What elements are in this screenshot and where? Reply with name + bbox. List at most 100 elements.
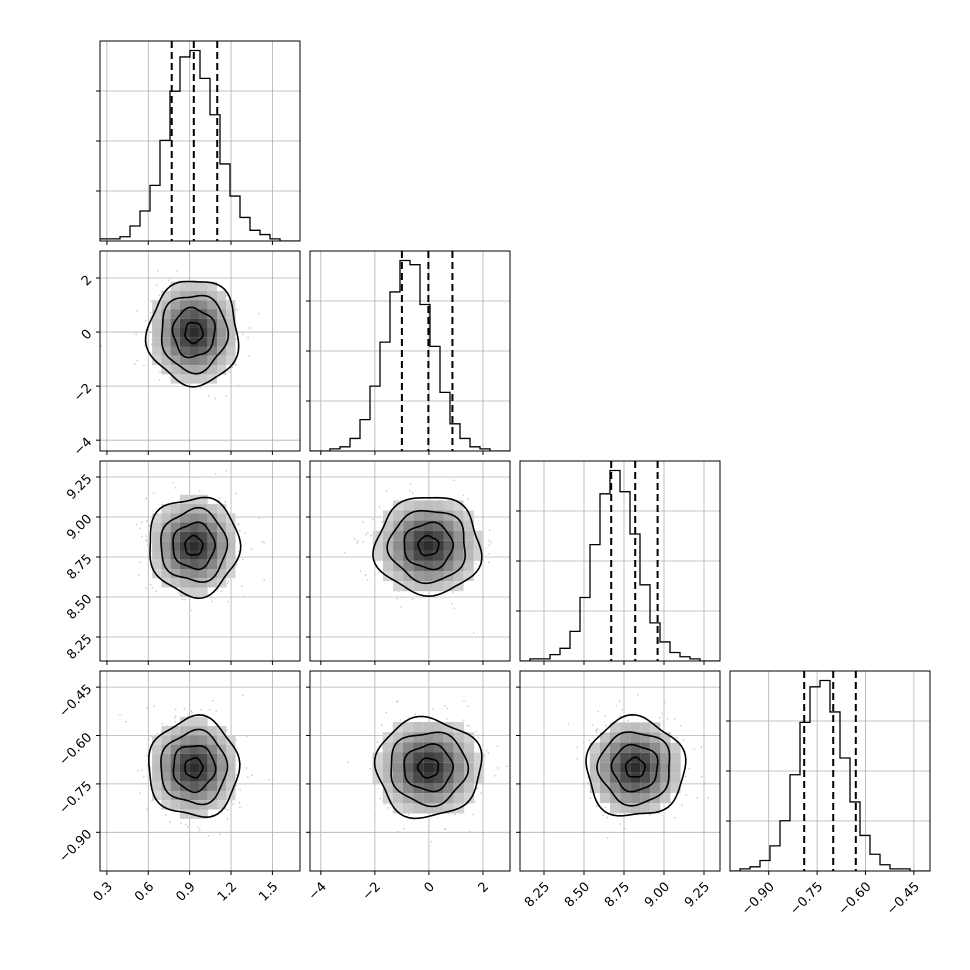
density-cell — [392, 732, 403, 743]
contour-line-0 — [373, 715, 483, 820]
density-cell — [226, 346, 236, 356]
density-cell — [161, 355, 171, 366]
density-cell — [372, 752, 383, 763]
density-cell — [453, 560, 464, 571]
density-cell — [207, 790, 217, 801]
density-cell — [413, 793, 424, 804]
contour-line-1 — [160, 294, 230, 375]
density-cell — [660, 793, 671, 804]
density-cell — [161, 559, 171, 569]
density-cell — [630, 742, 641, 753]
density-cell — [152, 541, 162, 551]
density-cell — [226, 781, 236, 791]
density-cell — [217, 763, 227, 773]
density-cell — [630, 732, 641, 743]
density-cell — [161, 569, 171, 579]
density-cell — [453, 520, 464, 531]
density-cell — [453, 500, 464, 511]
density-cell — [453, 783, 464, 794]
density-cell — [217, 735, 227, 745]
density-cell — [589, 752, 600, 763]
contour-line-3 — [184, 534, 204, 556]
x-tick-label: −0.60 — [836, 879, 875, 918]
panel-frame — [309, 460, 511, 662]
density-cell — [474, 762, 485, 773]
density-cell — [413, 752, 424, 763]
density-cell — [413, 803, 424, 814]
density-cell — [189, 346, 199, 356]
density-cell — [463, 783, 475, 794]
density-cell — [189, 569, 199, 579]
y-tick-label: −0.60 — [57, 730, 96, 769]
density-cell — [170, 328, 180, 338]
density-cell — [630, 762, 641, 773]
scatter-content — [135, 470, 265, 612]
density-cell — [413, 732, 424, 743]
density-cell — [393, 500, 404, 511]
density-cell — [372, 550, 383, 561]
contour-line-1 — [386, 509, 467, 585]
density-cell — [413, 510, 424, 521]
density-cell — [198, 753, 208, 764]
y-tick-label: −0.90 — [57, 827, 96, 866]
density-cell — [152, 346, 162, 356]
density-cell — [161, 772, 171, 782]
density-cell — [433, 772, 444, 784]
density-cell — [217, 790, 227, 801]
density-cell — [198, 735, 208, 745]
density-cell — [189, 781, 199, 791]
density-cell — [423, 581, 434, 592]
y-tick-label: −0.45 — [57, 682, 96, 721]
x-tick-label: −0.75 — [787, 879, 826, 918]
density-cell — [453, 772, 464, 784]
density-cell — [217, 504, 227, 514]
density-cell — [423, 722, 434, 733]
density-cell — [189, 541, 199, 551]
density-cell — [152, 744, 162, 754]
density-cell — [161, 781, 171, 791]
density-cell — [170, 744, 180, 754]
density-cell — [670, 762, 681, 773]
density-cell — [413, 500, 424, 511]
density-cell — [403, 793, 414, 804]
density-cell — [198, 809, 208, 819]
density-cell — [207, 300, 217, 310]
y-tick-label: −2 — [71, 381, 95, 405]
density-cell — [170, 800, 180, 810]
density-cell — [453, 550, 464, 561]
density-cell — [170, 346, 180, 356]
density-cell — [640, 722, 651, 733]
density-cell — [179, 726, 190, 736]
density-cell — [443, 803, 454, 814]
density-cell — [372, 540, 383, 551]
density-cell — [423, 762, 434, 773]
density-cell — [443, 581, 454, 592]
density-cell — [161, 337, 171, 347]
density-cell — [640, 732, 651, 743]
density-cell — [660, 752, 671, 763]
density-cell — [207, 559, 217, 569]
density-cell — [152, 559, 162, 569]
density-cell — [610, 782, 621, 793]
density-cell — [630, 803, 641, 814]
contour-line-1 — [160, 728, 229, 806]
panel-frame — [99, 250, 301, 452]
density-cell — [226, 355, 236, 366]
density-cell — [161, 290, 171, 301]
scatter-points — [119, 694, 270, 837]
density-cell — [161, 800, 171, 810]
density-cell — [217, 753, 227, 764]
density-cell — [413, 550, 424, 561]
scatter-content — [344, 479, 492, 634]
contour-line-2 — [403, 521, 455, 571]
density-cell — [189, 328, 199, 338]
density-cell — [179, 744, 190, 754]
density-cell — [403, 560, 414, 571]
density-cell — [473, 550, 484, 561]
density-cell — [630, 722, 641, 733]
density-cell — [392, 762, 403, 773]
density-cell — [423, 571, 434, 582]
density-cell — [207, 800, 217, 810]
density-cell — [198, 781, 208, 791]
density-cell — [179, 781, 190, 791]
